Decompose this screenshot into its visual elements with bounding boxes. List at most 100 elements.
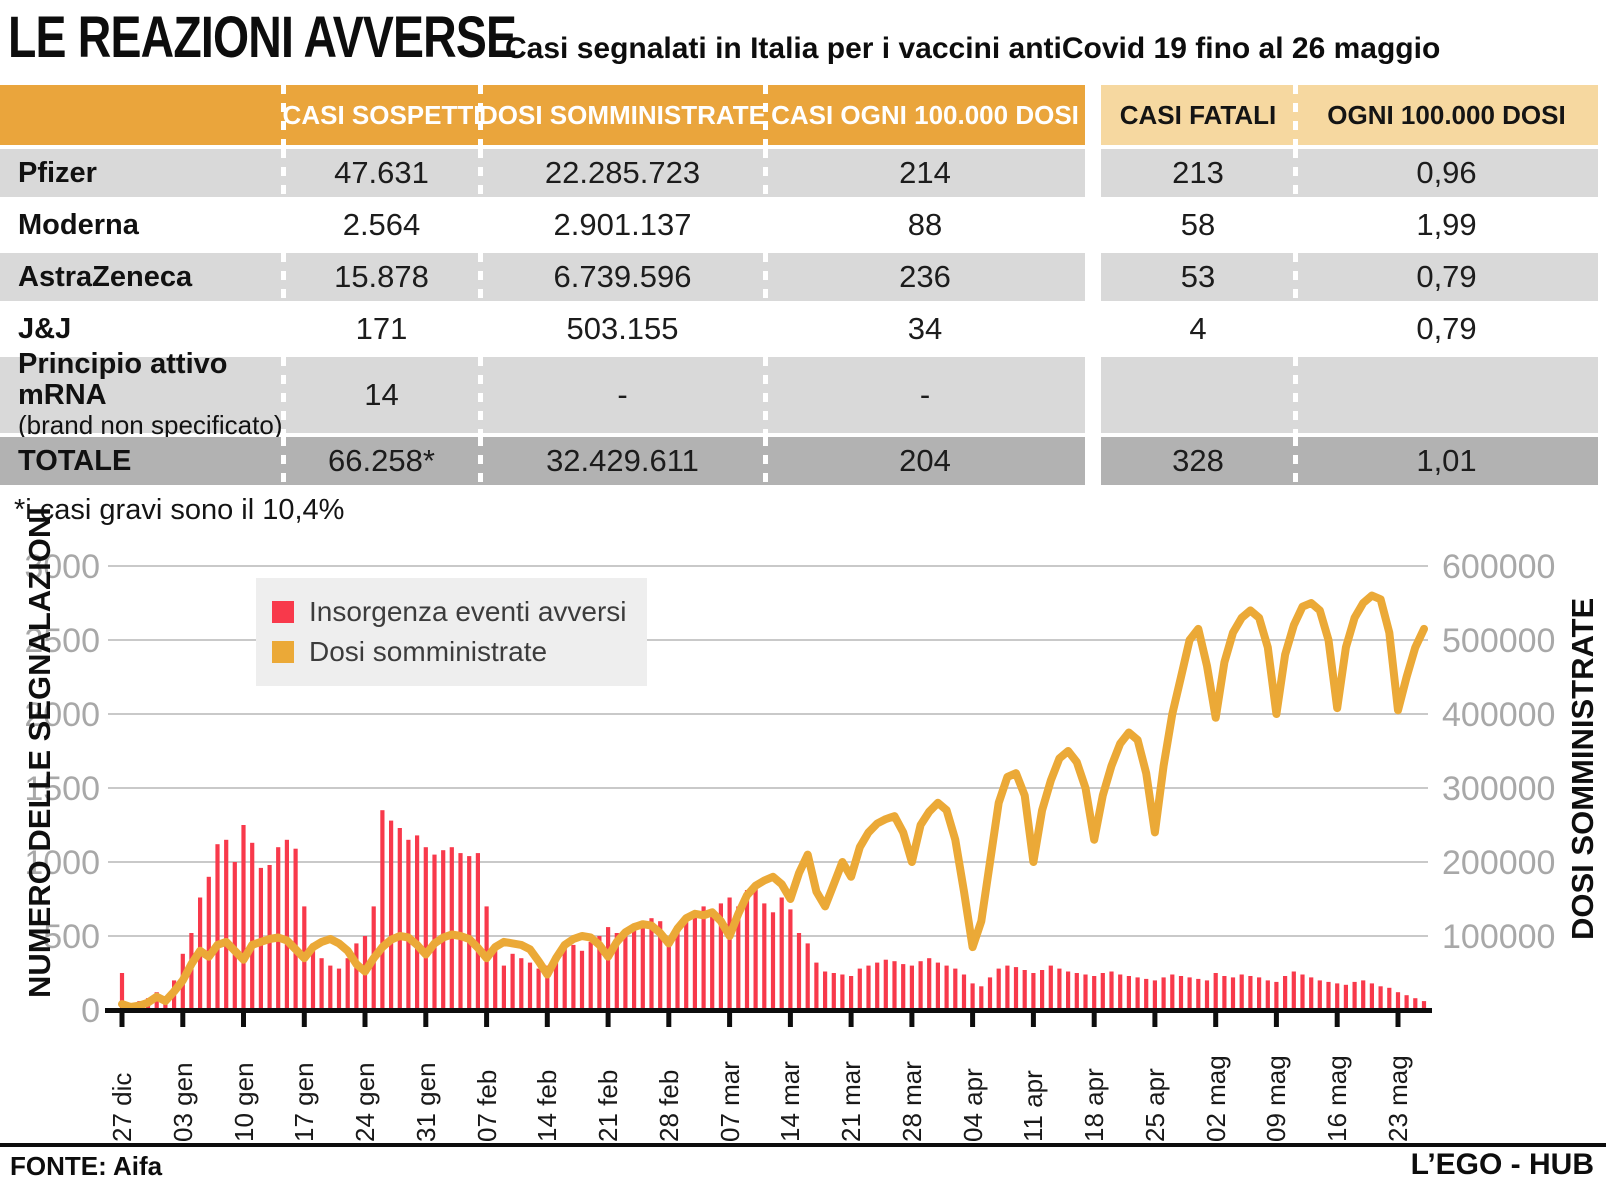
x-axis-tick: [727, 1013, 733, 1027]
row-label: TOTALE: [18, 444, 132, 477]
bar-adverse-events: [961, 974, 967, 1010]
bar-adverse-events: [545, 965, 550, 1010]
bar-adverse-events: [224, 839, 229, 1010]
x-tick-label: 04 apr: [957, 1068, 988, 1142]
x-axis-tick: [423, 1013, 429, 1027]
bar-adverse-events: [536, 968, 541, 1010]
cell-fatali-100k: 1,99: [1293, 201, 1598, 249]
x-tick-label: 14 mar: [775, 1061, 806, 1142]
cell-dosi: 6.739.596: [478, 253, 765, 301]
left-axis-tick-label: 500: [43, 918, 100, 956]
bar-adverse-events: [1022, 970, 1027, 1010]
row-label: Moderna: [18, 208, 139, 241]
row-label: Principio attivo mRNA: [18, 348, 228, 411]
cell-fatali-100k: 0,96: [1293, 149, 1598, 197]
x-axis-tick: [605, 1013, 611, 1027]
bar-adverse-events: [987, 977, 993, 1010]
row-label: AstraZeneca: [18, 260, 193, 293]
bar-adverse-events: [883, 959, 888, 1010]
cell-fatali: 4: [1101, 305, 1295, 353]
header-casi-fatali: CASI FATALI: [1101, 85, 1295, 145]
x-axis-tick: [544, 1013, 550, 1027]
right-axis-tick-label: 300000: [1442, 770, 1555, 808]
bar-adverse-events: [527, 962, 533, 1010]
red-square-icon: [272, 601, 294, 623]
bar-adverse-events: [241, 825, 246, 1010]
bar-adverse-events: [475, 853, 480, 1010]
table-row-jj: J&J 171 503.155 34 4 0,79: [0, 305, 1598, 353]
bar-adverse-events: [935, 962, 940, 1010]
bar-adverse-events: [588, 941, 593, 1010]
bar-adverse-events: [432, 854, 437, 1010]
left-axis-tick-label: 0: [81, 992, 100, 1030]
x-axis-tick: [1273, 1013, 1279, 1027]
bar-adverse-events: [736, 906, 741, 1010]
bar-adverse-events: [467, 856, 472, 1010]
bar-adverse-events: [1335, 983, 1340, 1010]
x-tick-label: 16 mag: [1322, 1055, 1353, 1142]
left-axis-tick-label: 3000: [24, 548, 100, 586]
row-sublabel: (brand non specificato): [18, 409, 283, 440]
bar-adverse-events: [1421, 1001, 1427, 1010]
bar-adverse-events: [892, 961, 897, 1010]
bar-adverse-events: [875, 962, 880, 1010]
bar-adverse-events: [1170, 974, 1175, 1010]
bar-adverse-events: [640, 924, 645, 1010]
bar-adverse-events: [1343, 984, 1348, 1010]
table-row-mrna: Principio attivo mRNA (brand non specifi…: [0, 349, 1598, 440]
cell-fatali: 58: [1101, 201, 1295, 249]
bar-adverse-events: [1092, 976, 1097, 1010]
bar-adverse-events: [1413, 998, 1418, 1010]
x-axis-tick: [1395, 1013, 1401, 1027]
bar-adverse-events: [1369, 983, 1374, 1010]
bar-adverse-events: [1204, 980, 1210, 1010]
cell-fatali-100k: [1293, 357, 1598, 433]
left-axis-tick-label: 1000: [24, 844, 100, 882]
bar-adverse-events: [944, 965, 949, 1010]
cell-fatali: 328: [1101, 437, 1295, 485]
bar-adverse-events: [1283, 976, 1288, 1010]
header-empty-cell: [0, 85, 283, 145]
bar-adverse-events: [718, 903, 723, 1010]
bar-adverse-events: [336, 968, 342, 1010]
bar-adverse-events: [849, 976, 854, 1010]
bar-adverse-events: [606, 927, 611, 1010]
x-axis-tick: [484, 1013, 490, 1027]
bar-adverse-events: [1352, 981, 1357, 1010]
cell-fatali-100k: 0,79: [1293, 253, 1598, 301]
cell-casi-100k: 214: [763, 149, 1085, 197]
bar-adverse-events: [553, 956, 559, 1010]
bar-adverse-events: [666, 939, 671, 1010]
left-axis-tick-label: 1500: [24, 770, 100, 808]
bar-adverse-events: [831, 973, 836, 1010]
left-axis-tick-label: 2500: [24, 622, 100, 660]
bar-adverse-events: [953, 968, 958, 1010]
cell-dosi: -: [478, 357, 765, 433]
bar-adverse-events: [1309, 977, 1314, 1010]
right-axis-tick-label: 100000: [1442, 918, 1555, 956]
left-axis-tick-label: 2000: [24, 696, 100, 734]
bar-adverse-events: [1083, 974, 1088, 1010]
x-tick-label: 02 mag: [1200, 1055, 1231, 1142]
bar-adverse-events: [918, 961, 923, 1010]
x-tick-label: 14 feb: [532, 1069, 563, 1142]
bar-adverse-events: [805, 943, 810, 1010]
bar-adverse-events: [1317, 980, 1322, 1010]
bar-adverse-events: [1057, 968, 1062, 1010]
bar-adverse-events: [1361, 980, 1366, 1010]
bar-adverse-events: [684, 918, 689, 1010]
cell-dosi: 2.901.137: [478, 201, 765, 249]
chart-canvas: 0 500 1000 1500 2000 2500 3000 100000 200000 3000…: [24, 548, 1555, 1030]
source-credit: FONTE: Aifa: [10, 1151, 163, 1179]
cell-casi-100k: 34: [763, 305, 1085, 353]
bar-adverse-events: [1300, 974, 1305, 1010]
bar-adverse-events: [979, 986, 984, 1010]
bar-adverse-events: [779, 897, 784, 1010]
bar-adverse-events: [1326, 981, 1331, 1010]
bar-adverse-events: [354, 943, 359, 1010]
bar-adverse-events: [1291, 971, 1296, 1010]
bar-adverse-events: [597, 936, 602, 1010]
x-tick-label: 25 apr: [1139, 1068, 1170, 1142]
bar-adverse-events: [649, 918, 654, 1010]
bar-adverse-events: [632, 930, 637, 1010]
